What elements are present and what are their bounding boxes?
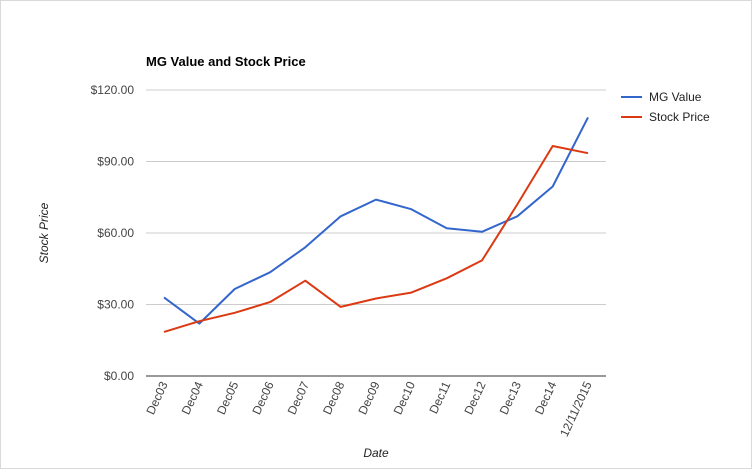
chart-title: MG Value and Stock Price	[146, 54, 306, 69]
legend-item-stock-price[interactable]: Stock Price	[621, 110, 710, 124]
x-tick-label: Dec12	[461, 379, 488, 417]
legend-label: Stock Price	[649, 110, 710, 124]
gridlines	[146, 89, 606, 377]
y-axis-label: Stock Price	[37, 202, 51, 263]
x-tick-label: Dec11	[426, 379, 453, 416]
x-tick-label: Dec13	[497, 379, 524, 417]
x-tick-label: Dec04	[179, 379, 206, 417]
x-tick-label: Dec06	[249, 379, 276, 417]
legend[interactable]: MG Value Stock Price	[621, 90, 710, 124]
series-line-mg-value[interactable]	[163, 116, 589, 325]
legend-label: MG Value	[649, 90, 702, 104]
series-lines	[163, 116, 589, 333]
x-tick-label: Dec03	[143, 379, 170, 417]
x-tick-label: Dec09	[355, 379, 382, 417]
x-tick-labels: Dec03 Dec04 Dec05 Dec06 Dec07 Dec08 Dec09 Dec10…	[143, 379, 594, 439]
y-tick-label: $0.00	[104, 369, 134, 383]
y-tick-label: $90.00	[97, 155, 134, 169]
x-tick-label: 12/11/2015	[557, 379, 595, 439]
y-tick-label: $60.00	[97, 226, 134, 240]
x-tick-label: Dec14	[532, 379, 559, 417]
x-tick-label: Dec05	[214, 379, 241, 417]
x-tick-label: Dec10	[391, 379, 418, 417]
x-axis-label: Date	[363, 446, 389, 460]
series-line-stock-price[interactable]	[163, 145, 589, 333]
x-tick-label: Dec08	[320, 379, 347, 417]
legend-item-mg-value[interactable]: MG Value	[621, 90, 702, 104]
y-tick-label: $120.00	[91, 83, 135, 97]
x-tick-label: Dec07	[285, 379, 312, 417]
y-tick-label: $30.00	[97, 298, 134, 312]
y-tick-labels: $0.00 $30.00 $60.00 $90.00 $120.00	[91, 83, 135, 383]
